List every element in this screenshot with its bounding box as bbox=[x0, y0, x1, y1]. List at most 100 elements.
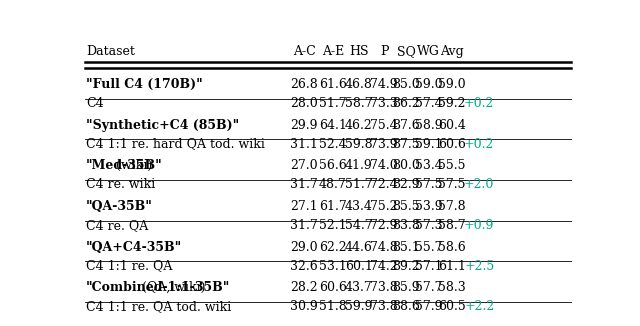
Text: 61.7: 61.7 bbox=[319, 200, 347, 213]
Text: 26.8: 26.8 bbox=[291, 78, 318, 91]
Text: "QA-35B": "QA-35B" bbox=[86, 200, 153, 213]
Text: 85.1: 85.1 bbox=[392, 241, 420, 254]
Text: 59.0: 59.0 bbox=[438, 78, 466, 91]
Text: 57.8: 57.8 bbox=[438, 200, 466, 213]
Text: "Full C4 (170B)": "Full C4 (170B)" bbox=[86, 78, 203, 91]
Text: 64.1: 64.1 bbox=[319, 119, 347, 131]
Text: C4 1:1 re. QA: C4 1:1 re. QA bbox=[86, 259, 172, 273]
Text: 73.8: 73.8 bbox=[370, 281, 398, 294]
Text: HS: HS bbox=[349, 45, 369, 58]
Text: 29.9: 29.9 bbox=[291, 119, 318, 131]
Text: 59.0: 59.0 bbox=[415, 78, 442, 91]
Text: WG: WG bbox=[417, 45, 440, 58]
Text: Dataset: Dataset bbox=[86, 45, 135, 58]
Text: 58.6: 58.6 bbox=[438, 241, 466, 254]
Text: 53.1: 53.1 bbox=[319, 259, 347, 273]
Text: 87.6: 87.6 bbox=[392, 119, 420, 131]
Text: 28.0: 28.0 bbox=[291, 97, 318, 110]
Text: (wiki): (wiki) bbox=[112, 159, 152, 172]
Text: 53.9: 53.9 bbox=[415, 200, 442, 213]
Text: 59.9: 59.9 bbox=[345, 300, 372, 313]
Text: 51.7: 51.7 bbox=[345, 178, 372, 191]
Text: 85.9: 85.9 bbox=[392, 281, 420, 294]
Text: +0.2: +0.2 bbox=[464, 97, 495, 110]
Text: +2.0: +2.0 bbox=[464, 178, 495, 191]
Text: 55.7: 55.7 bbox=[415, 241, 442, 254]
Text: C4 re. QA: C4 re. QA bbox=[86, 219, 148, 232]
Text: 30.9: 30.9 bbox=[291, 300, 318, 313]
Text: 32.6: 32.6 bbox=[291, 259, 318, 273]
Text: "Med-35B": "Med-35B" bbox=[86, 159, 163, 172]
Text: C4: C4 bbox=[86, 97, 104, 110]
Text: 29.0: 29.0 bbox=[291, 241, 318, 254]
Text: P: P bbox=[380, 45, 388, 58]
Text: 87.5: 87.5 bbox=[392, 138, 420, 151]
Text: 73.9: 73.9 bbox=[370, 138, 398, 151]
Text: 88.6: 88.6 bbox=[392, 300, 420, 313]
Text: 57.7: 57.7 bbox=[415, 281, 442, 294]
Text: 27.1: 27.1 bbox=[291, 200, 318, 213]
Text: 72.9: 72.9 bbox=[371, 219, 398, 232]
Text: 57.1: 57.1 bbox=[415, 259, 442, 273]
Text: 74.0: 74.0 bbox=[370, 159, 398, 172]
Text: +2.5: +2.5 bbox=[464, 259, 495, 273]
Text: 57.5: 57.5 bbox=[415, 178, 442, 191]
Text: 75.2: 75.2 bbox=[371, 200, 398, 213]
Text: 74.9: 74.9 bbox=[370, 78, 398, 91]
Text: 46.8: 46.8 bbox=[345, 78, 372, 91]
Text: 46.2: 46.2 bbox=[345, 119, 372, 131]
Text: 73.8: 73.8 bbox=[370, 300, 398, 313]
Text: 60.5: 60.5 bbox=[438, 300, 466, 313]
Text: A-E: A-E bbox=[322, 45, 344, 58]
Text: "Combined-1:1-35B": "Combined-1:1-35B" bbox=[86, 281, 230, 294]
Text: 54.7: 54.7 bbox=[345, 219, 372, 232]
Text: 31.7: 31.7 bbox=[291, 178, 318, 191]
Text: 44.6: 44.6 bbox=[345, 241, 372, 254]
Text: 41.9: 41.9 bbox=[345, 159, 372, 172]
Text: 31.7: 31.7 bbox=[291, 219, 318, 232]
Text: 72.4: 72.4 bbox=[370, 178, 398, 191]
Text: C4 re. wiki: C4 re. wiki bbox=[86, 178, 156, 191]
Text: +0.2: +0.2 bbox=[464, 138, 495, 151]
Text: 58.3: 58.3 bbox=[438, 281, 466, 294]
Text: 75.4: 75.4 bbox=[370, 119, 398, 131]
Text: +0.9: +0.9 bbox=[464, 219, 495, 232]
Text: 89.2: 89.2 bbox=[392, 259, 420, 273]
Text: 27.0: 27.0 bbox=[291, 159, 318, 172]
Text: 74.8: 74.8 bbox=[370, 241, 398, 254]
Text: 58.7: 58.7 bbox=[438, 219, 466, 232]
Text: 48.7: 48.7 bbox=[319, 178, 347, 191]
Text: (QA, wiki): (QA, wiki) bbox=[138, 281, 205, 294]
Text: 57.4: 57.4 bbox=[415, 97, 442, 110]
Text: C4 1:1 re. hard QA tod. wiki: C4 1:1 re. hard QA tod. wiki bbox=[86, 138, 265, 151]
Text: 51.7: 51.7 bbox=[319, 97, 347, 110]
Text: 31.1: 31.1 bbox=[291, 138, 318, 151]
Text: 59.1: 59.1 bbox=[415, 138, 442, 151]
Text: Avg: Avg bbox=[440, 45, 464, 58]
Text: 60.4: 60.4 bbox=[438, 119, 466, 131]
Text: 85.0: 85.0 bbox=[392, 78, 420, 91]
Text: "QA+C4-35B": "QA+C4-35B" bbox=[86, 241, 182, 254]
Text: 74.2: 74.2 bbox=[370, 259, 398, 273]
Text: "Synthetic+C4 (85B)": "Synthetic+C4 (85B)" bbox=[86, 119, 239, 131]
Text: 57.3: 57.3 bbox=[415, 219, 442, 232]
Text: 57.5: 57.5 bbox=[438, 178, 466, 191]
Text: 80.0: 80.0 bbox=[392, 159, 420, 172]
Text: 57.9: 57.9 bbox=[415, 300, 442, 313]
Text: 56.6: 56.6 bbox=[319, 159, 347, 172]
Text: 52.1: 52.1 bbox=[319, 219, 347, 232]
Text: SQ: SQ bbox=[397, 45, 416, 58]
Text: 43.7: 43.7 bbox=[345, 281, 372, 294]
Text: 43.4: 43.4 bbox=[345, 200, 372, 213]
Text: 85.5: 85.5 bbox=[392, 200, 420, 213]
Text: 51.8: 51.8 bbox=[319, 300, 347, 313]
Text: 60.6: 60.6 bbox=[319, 281, 347, 294]
Text: 62.2: 62.2 bbox=[319, 241, 347, 254]
Text: C4 1:1 re. QA tod. wiki: C4 1:1 re. QA tod. wiki bbox=[86, 300, 231, 313]
Text: 61.1: 61.1 bbox=[438, 259, 466, 273]
Text: 60.6: 60.6 bbox=[438, 138, 466, 151]
Text: +2.2: +2.2 bbox=[464, 300, 495, 313]
Text: A-C: A-C bbox=[293, 45, 316, 58]
Text: 52.4: 52.4 bbox=[319, 138, 347, 151]
Text: 61.6: 61.6 bbox=[319, 78, 347, 91]
